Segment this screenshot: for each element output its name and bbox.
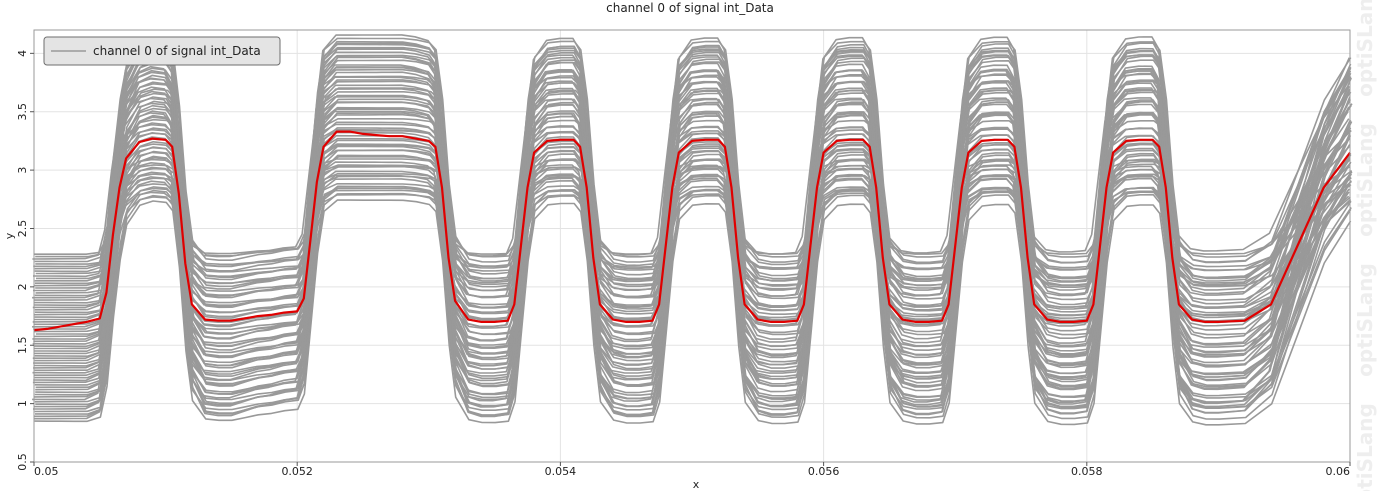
x-tick-label: 0.056 (808, 465, 840, 478)
y-tick-label: 4 (16, 50, 29, 57)
series-lines (33, 130, 1351, 332)
watermark-group: optiSLang optiSLang optiSLang optiSLang (1353, 0, 1377, 495)
x-tick-label: 0.06 (1326, 465, 1351, 478)
ensemble-line (34, 40, 1352, 358)
y-tick-label: 1 (16, 400, 29, 407)
y-tick-label: 3.5 (16, 103, 29, 121)
legend[interactable]: channel 0 of signal int_Data (43, 36, 281, 66)
legend-box (43, 36, 281, 66)
ensemble-line (35, 55, 1352, 391)
watermark-text: optiSLang (1353, 123, 1377, 237)
x-axis-label: x (693, 478, 700, 491)
ensemble-line (34, 145, 1352, 403)
x-tick-label: 0.05 (34, 465, 59, 478)
ensemble-line (33, 34, 1351, 343)
watermark-text: optiSLang (1353, 403, 1377, 491)
ensemble-line (34, 190, 1352, 333)
ensemble-line (35, 185, 1352, 399)
series-line-highlight (33, 130, 1351, 332)
x-tick-label: 0.054 (545, 465, 577, 478)
plot-area-frame (33, 29, 1351, 463)
y-axis-label: y (3, 232, 16, 239)
y-axis-ticks: 0.5 1 1.5 2 2.5 3 3.5 4 (16, 50, 34, 471)
y-tick-label: 3 (16, 167, 29, 174)
y-tick-label: 0.5 (16, 453, 29, 471)
y-tick-label: 1.5 (16, 336, 29, 354)
x-tick-label: 0.052 (281, 465, 313, 478)
watermark-text: optiSLang (1353, 0, 1377, 97)
watermark-text: optiSLang (1353, 263, 1377, 377)
ensemble-lines (32, 34, 1353, 426)
ensemble-line (33, 170, 1350, 367)
y-tick-label: 2 (16, 283, 29, 290)
ensemble-line (33, 71, 1351, 420)
ensemble-line (34, 199, 1352, 426)
x-tick-label: 0.058 (1071, 465, 1103, 478)
x-axis-ticks: 0.05 0.052 0.054 0.056 0.058 0.06 (33, 462, 1351, 478)
chart-title: channel 0 of signal int_Data (606, 1, 774, 15)
legend-entry: channel 0 of signal int_Data (93, 44, 261, 58)
y-tick-label: 2.5 (16, 220, 29, 238)
ensemble-line (32, 84, 1350, 359)
